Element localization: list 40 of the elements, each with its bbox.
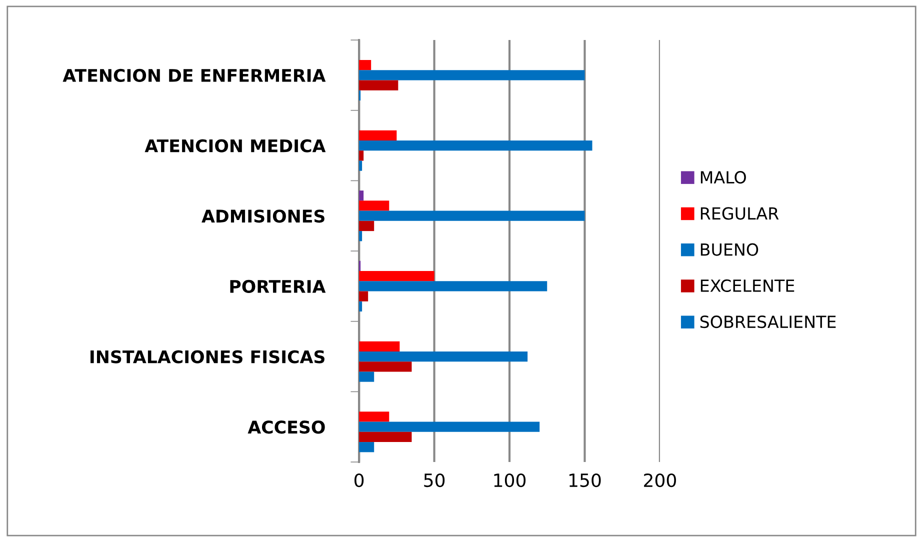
- y-tick-label: INSTALACIONES FISICAS: [90, 350, 324, 364]
- bar: [359, 70, 585, 80]
- bar: [359, 60, 372, 70]
- bar: [359, 351, 528, 362]
- bar: [359, 140, 592, 151]
- x-tick-label: 150: [569, 473, 601, 488]
- bar: [359, 442, 374, 452]
- bar: [359, 281, 548, 292]
- legend-label: REGULAR: [700, 207, 779, 220]
- bar: [359, 190, 364, 201]
- x-tick-label: 200: [644, 473, 676, 488]
- bar: [359, 362, 412, 372]
- legend-label: EXCELENTE: [700, 279, 794, 292]
- y-tick-label: ACCESO: [248, 420, 325, 434]
- bar: [359, 341, 400, 352]
- y-tick-label: ADMISIONES: [202, 210, 324, 223]
- x-tick-label: 50: [424, 473, 445, 488]
- legend-label: SOBRESALIENTE: [700, 316, 836, 328]
- bar: [359, 210, 585, 221]
- bar: [359, 200, 390, 211]
- bar: [359, 422, 540, 432]
- bar: [359, 432, 412, 442]
- legend-label: BUENO: [700, 243, 758, 256]
- x-tick-label: 100: [494, 473, 526, 488]
- bar: [359, 412, 390, 422]
- bar: [359, 291, 368, 302]
- y-tick-label: ATENCION DE ENFERMERIA: [62, 68, 326, 82]
- bar: [359, 150, 364, 161]
- x-tick-label: 0: [354, 473, 364, 488]
- bar: [359, 231, 362, 242]
- bar: [359, 160, 362, 171]
- bar: [359, 372, 374, 382]
- y-tick-label: PORTERIA: [230, 280, 326, 294]
- bar: [359, 130, 397, 140]
- bar: [359, 301, 362, 312]
- y-tick-label: ATENCION MEDICA: [144, 139, 326, 152]
- bar: [359, 80, 398, 90]
- bar: [359, 271, 434, 282]
- legend-label: MALO: [700, 170, 746, 184]
- bar: [359, 220, 374, 232]
